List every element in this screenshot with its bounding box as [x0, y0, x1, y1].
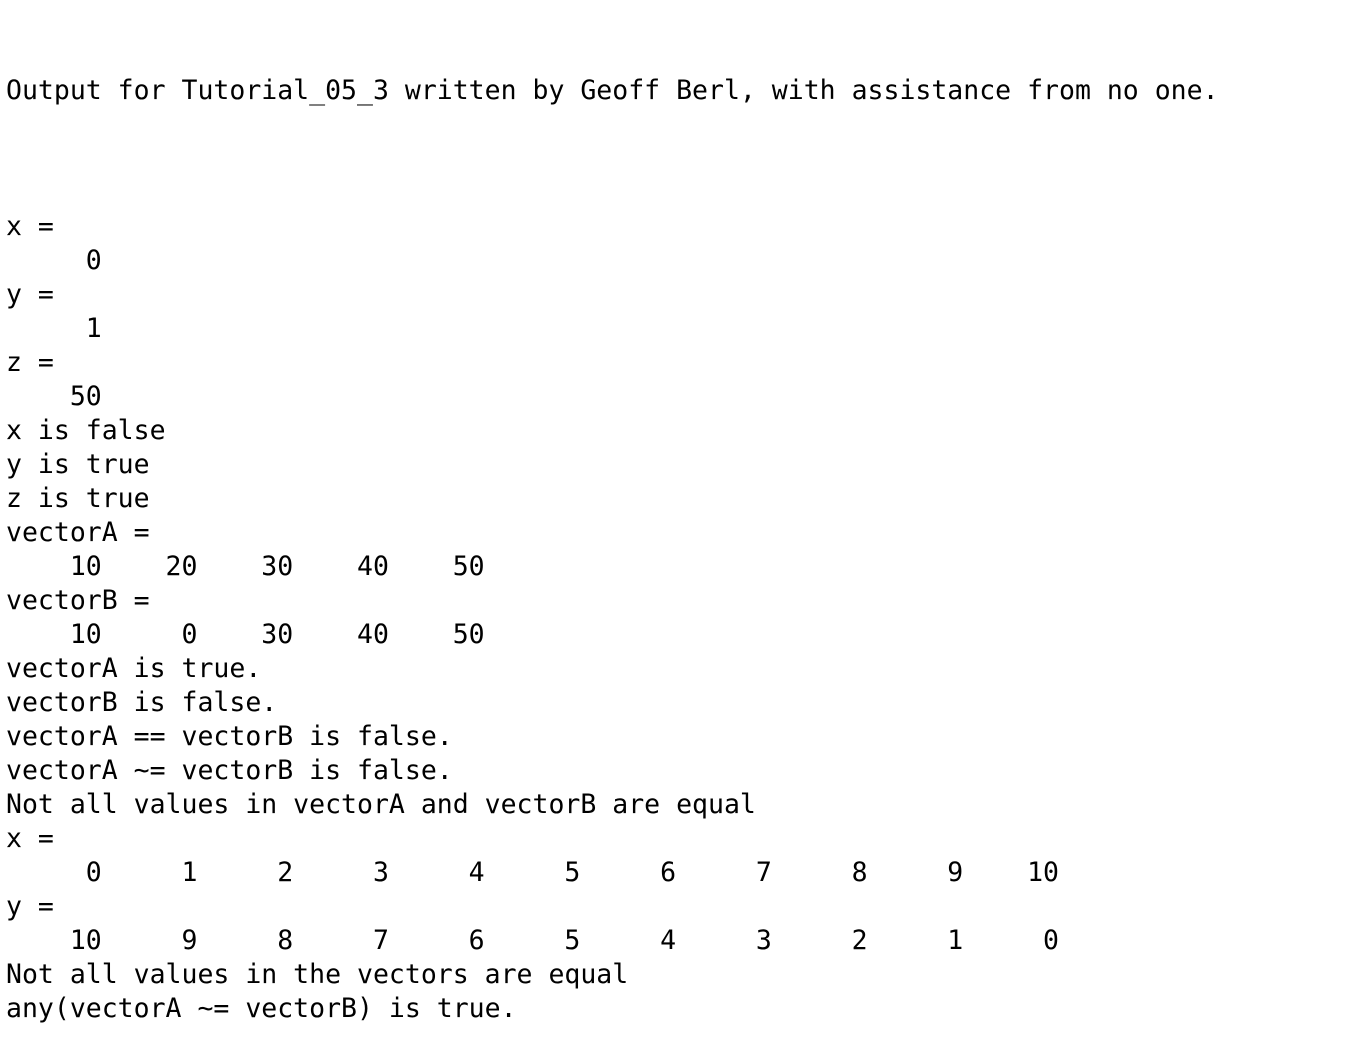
output-line: Not all values in the vectors are equal — [6, 959, 629, 990]
output-line: 10 9 8 7 6 5 4 3 2 1 0 — [6, 925, 1059, 956]
output-line: x = — [6, 823, 54, 854]
output-line: vectorB is false. — [6, 687, 278, 718]
output-line: z is true — [6, 483, 150, 514]
output-line: 10 0 30 40 50 — [6, 619, 485, 650]
output-line: y = — [6, 891, 54, 922]
output-title: Output for Tutorial_05_3 written by Geof… — [6, 75, 1219, 106]
output-line: vectorA = — [6, 517, 150, 548]
output-line: x = — [6, 211, 54, 242]
output-line: y is true — [6, 449, 150, 480]
output-line: x is false — [6, 415, 166, 446]
output-line: 0 — [6, 245, 102, 276]
output-line: y = — [6, 279, 54, 310]
output-line: vectorB = — [6, 585, 150, 616]
output-line: 50 — [6, 381, 102, 412]
output-line: vectorA is true. — [6, 653, 262, 684]
output-line: any(vectorA ~= vectorB) is true. — [6, 993, 517, 1024]
output-line: 1 — [6, 313, 102, 344]
output-line: 10 20 30 40 50 — [6, 551, 485, 582]
output-line: vectorA == vectorB is false. — [6, 721, 453, 752]
output-line: z = — [6, 347, 54, 378]
output-line: 0 1 2 3 4 5 6 7 8 9 10 — [6, 857, 1059, 888]
output-line: Not all values in vectorA and vectorB ar… — [6, 789, 756, 820]
output-line: vectorA ~= vectorB is false. — [6, 755, 453, 786]
